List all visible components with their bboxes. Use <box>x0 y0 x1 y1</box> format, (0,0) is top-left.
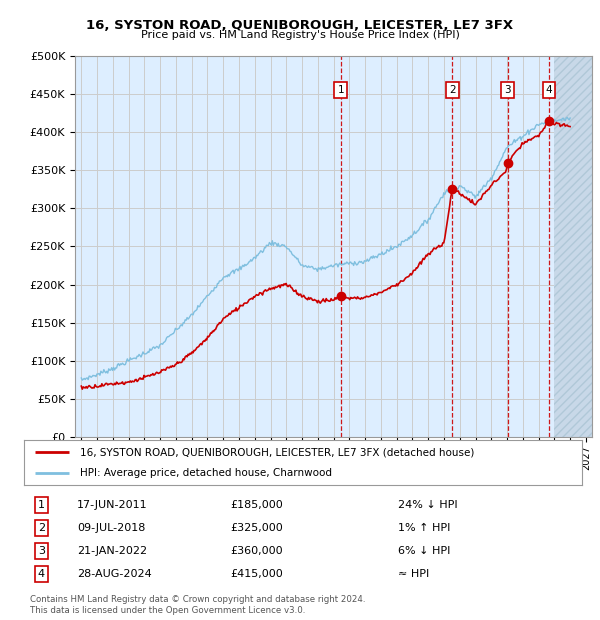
Text: 21-JAN-2022: 21-JAN-2022 <box>77 546 147 556</box>
Text: 3: 3 <box>505 85 511 95</box>
Text: £325,000: £325,000 <box>230 523 283 533</box>
Text: HPI: Average price, detached house, Charnwood: HPI: Average price, detached house, Char… <box>80 467 332 478</box>
Text: 3: 3 <box>38 546 45 556</box>
Text: Contains HM Land Registry data © Crown copyright and database right 2024.
This d: Contains HM Land Registry data © Crown c… <box>30 595 365 614</box>
Text: 4: 4 <box>38 569 45 579</box>
Text: £415,000: £415,000 <box>230 569 283 579</box>
Text: 24% ↓ HPI: 24% ↓ HPI <box>398 500 457 510</box>
Text: £185,000: £185,000 <box>230 500 283 510</box>
Text: £360,000: £360,000 <box>230 546 283 556</box>
Text: 1: 1 <box>38 500 45 510</box>
Text: 16, SYSTON ROAD, QUENIBOROUGH, LEICESTER, LE7 3FX (detached house): 16, SYSTON ROAD, QUENIBOROUGH, LEICESTER… <box>80 447 474 458</box>
Text: 17-JUN-2011: 17-JUN-2011 <box>77 500 148 510</box>
Text: Price paid vs. HM Land Registry's House Price Index (HPI): Price paid vs. HM Land Registry's House … <box>140 30 460 40</box>
Text: 16, SYSTON ROAD, QUENIBOROUGH, LEICESTER, LE7 3FX: 16, SYSTON ROAD, QUENIBOROUGH, LEICESTER… <box>86 19 514 32</box>
Text: 1% ↑ HPI: 1% ↑ HPI <box>398 523 450 533</box>
Text: 2: 2 <box>449 85 455 95</box>
Text: 28-AUG-2024: 28-AUG-2024 <box>77 569 152 579</box>
Text: 2: 2 <box>38 523 45 533</box>
Text: 4: 4 <box>545 85 553 95</box>
Text: 1: 1 <box>338 85 344 95</box>
Text: ≈ HPI: ≈ HPI <box>398 569 429 579</box>
Text: 09-JUL-2018: 09-JUL-2018 <box>77 523 145 533</box>
Text: 6% ↓ HPI: 6% ↓ HPI <box>398 546 450 556</box>
